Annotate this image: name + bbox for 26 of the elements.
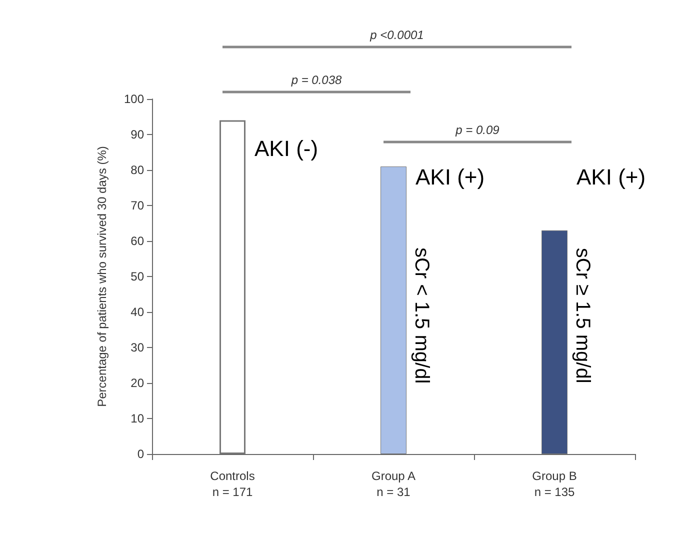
annotation: AKI (-) — [254, 136, 318, 162]
bar — [380, 166, 406, 454]
annotation: sCr < 1.5 mg/dl — [410, 247, 432, 384]
text: p = 0.038 — [290, 73, 342, 87]
y-tick-label: 30 — [130, 340, 144, 354]
text: p <0.0001 — [369, 28, 424, 42]
y-axis-title: Percentage of patients who survived 30 days (%) — [95, 146, 109, 407]
y-tick-label: 40 — [130, 305, 144, 319]
y-tick-label: 60 — [130, 234, 144, 248]
bar — [220, 120, 246, 454]
y-tick-label: 50 — [130, 270, 144, 284]
annotation: AKI (+) — [576, 164, 646, 190]
y-tick-label: 80 — [130, 163, 144, 177]
annotation: sCr ≥ 1.5 mg/dl — [572, 248, 594, 384]
x-tick-label: Group A n = 31 — [371, 469, 416, 499]
x-tick-label: Controls n = 171 — [210, 469, 255, 499]
y-tick-label: 70 — [130, 198, 144, 212]
y-tick-label: 90 — [130, 128, 144, 142]
y-tick-label: 100 — [124, 92, 144, 106]
x-tick-label: Group B n = 135 — [532, 469, 577, 499]
y-tick-label: 0 — [137, 447, 144, 461]
annotation: p = 0.09 — [454, 123, 500, 137]
annotation: AKI (+) — [416, 164, 485, 190]
bar — [542, 230, 568, 454]
y-tick-label: 20 — [130, 376, 144, 390]
y-tick-label: 10 — [130, 412, 144, 426]
